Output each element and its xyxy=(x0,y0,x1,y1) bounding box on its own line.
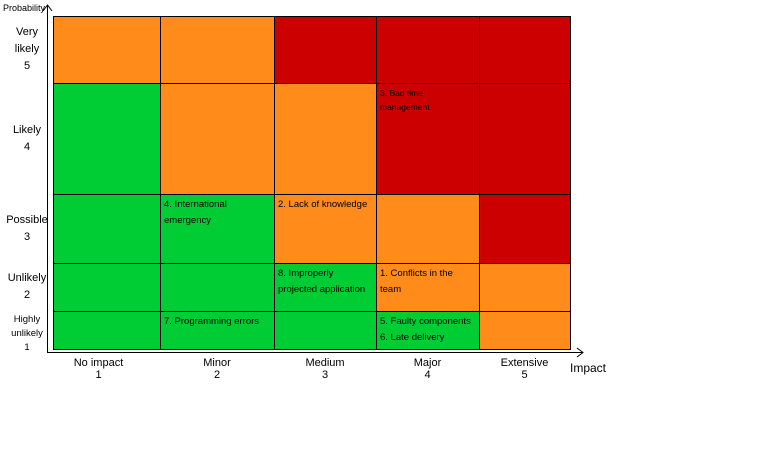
risk-label: 4. International emergency xyxy=(164,199,227,226)
impact-label-line: 4 xyxy=(424,369,431,381)
matrix-cell xyxy=(274,83,377,195)
matrix-cell: 1. Conflicts in the team xyxy=(376,263,480,312)
probability-label: Possible 3 xyxy=(0,212,54,246)
matrix-cell xyxy=(53,83,161,195)
matrix-cell xyxy=(53,194,161,264)
impact-label: Major 4 xyxy=(378,357,478,381)
impact-label: Minor 2 xyxy=(167,357,267,381)
y-axis-arrow-icon xyxy=(42,4,53,12)
impact-label-line: Major xyxy=(413,357,442,369)
probability-label-line: Highly xyxy=(13,314,41,325)
impact-label-line: 2 xyxy=(213,369,221,381)
impact-label: No impact 1 xyxy=(49,357,149,381)
probability-label-line: Possible xyxy=(6,213,48,226)
risk-label: 3. Bad time management xyxy=(380,88,430,112)
matrix-cell xyxy=(479,263,571,312)
matrix-cell: 7. Programming errors xyxy=(160,311,275,350)
matrix-cell xyxy=(53,263,161,312)
matrix-cell xyxy=(53,311,161,350)
matrix-cell xyxy=(160,263,275,312)
impact-label-line: Extensive xyxy=(500,357,549,369)
matrix-cell xyxy=(479,311,571,350)
y-axis-line xyxy=(47,6,48,353)
risk-label: 2. Lack of knowledge xyxy=(278,199,368,210)
impact-label-line: 5 xyxy=(521,369,528,381)
probability-label-line: 1 xyxy=(24,342,30,353)
impact-label-line: No impact xyxy=(73,357,124,369)
matrix-cell: 3. Bad time management xyxy=(376,83,480,195)
risk-label: 7. Programming errors xyxy=(164,316,260,327)
probability-label-line: 2 xyxy=(23,289,31,301)
impact-label-line: 1 xyxy=(95,369,102,381)
matrix-cell: 8. Improperly projected application xyxy=(274,263,377,312)
x-axis-line xyxy=(47,352,583,353)
risk-label: 1. Conflicts in the team xyxy=(380,268,453,295)
probability-label: Highly unlikely 1 xyxy=(0,313,54,355)
impact-label: Medium 3 xyxy=(275,357,375,381)
probability-label: Very likely 5 xyxy=(0,24,54,75)
probability-label-line: likely xyxy=(14,43,40,55)
impact-label: Extensive 5 xyxy=(475,357,575,381)
risk-label: 5. Faulty components 6. Late delivery xyxy=(380,316,471,343)
matrix-cell xyxy=(160,83,275,195)
probability-label-line: 4 xyxy=(23,140,31,153)
matrix-cell xyxy=(274,16,377,84)
probability-label: Unlikely 2 xyxy=(0,270,54,304)
matrix-cell xyxy=(376,194,480,264)
matrix-cell xyxy=(376,16,480,84)
probability-label-line: 5 xyxy=(23,60,31,72)
probability-label-line: Likely xyxy=(12,123,42,136)
x-axis-arrow-icon xyxy=(576,347,584,358)
probability-label-line: 3 xyxy=(23,230,31,243)
risk-label: 8. Improperly projected application xyxy=(278,268,366,295)
matrix-cell xyxy=(274,311,377,350)
x-axis-title: Impact xyxy=(570,361,607,375)
matrix-cell xyxy=(479,194,571,264)
impact-label-line: Medium xyxy=(305,357,345,369)
probability-label-line: Very xyxy=(15,26,38,38)
probability-label: Likely 4 xyxy=(0,122,54,156)
matrix-cell xyxy=(479,83,571,195)
impact-label-line: 3 xyxy=(321,369,329,381)
impact-label-line: Minor xyxy=(203,357,231,369)
y-axis-title: Probability xyxy=(3,3,46,13)
matrix-cell: 5. Faulty components 6. Late delivery xyxy=(376,311,480,350)
matrix-cell: 2. Lack of knowledge xyxy=(274,194,377,264)
matrix-cell xyxy=(53,16,161,84)
matrix-cell: 4. International emergency xyxy=(160,194,275,264)
probability-label-line: Unlikely xyxy=(7,272,47,284)
matrix-cell xyxy=(479,16,571,84)
probability-label-line: unlikely xyxy=(11,328,43,339)
matrix-cell xyxy=(160,16,275,84)
